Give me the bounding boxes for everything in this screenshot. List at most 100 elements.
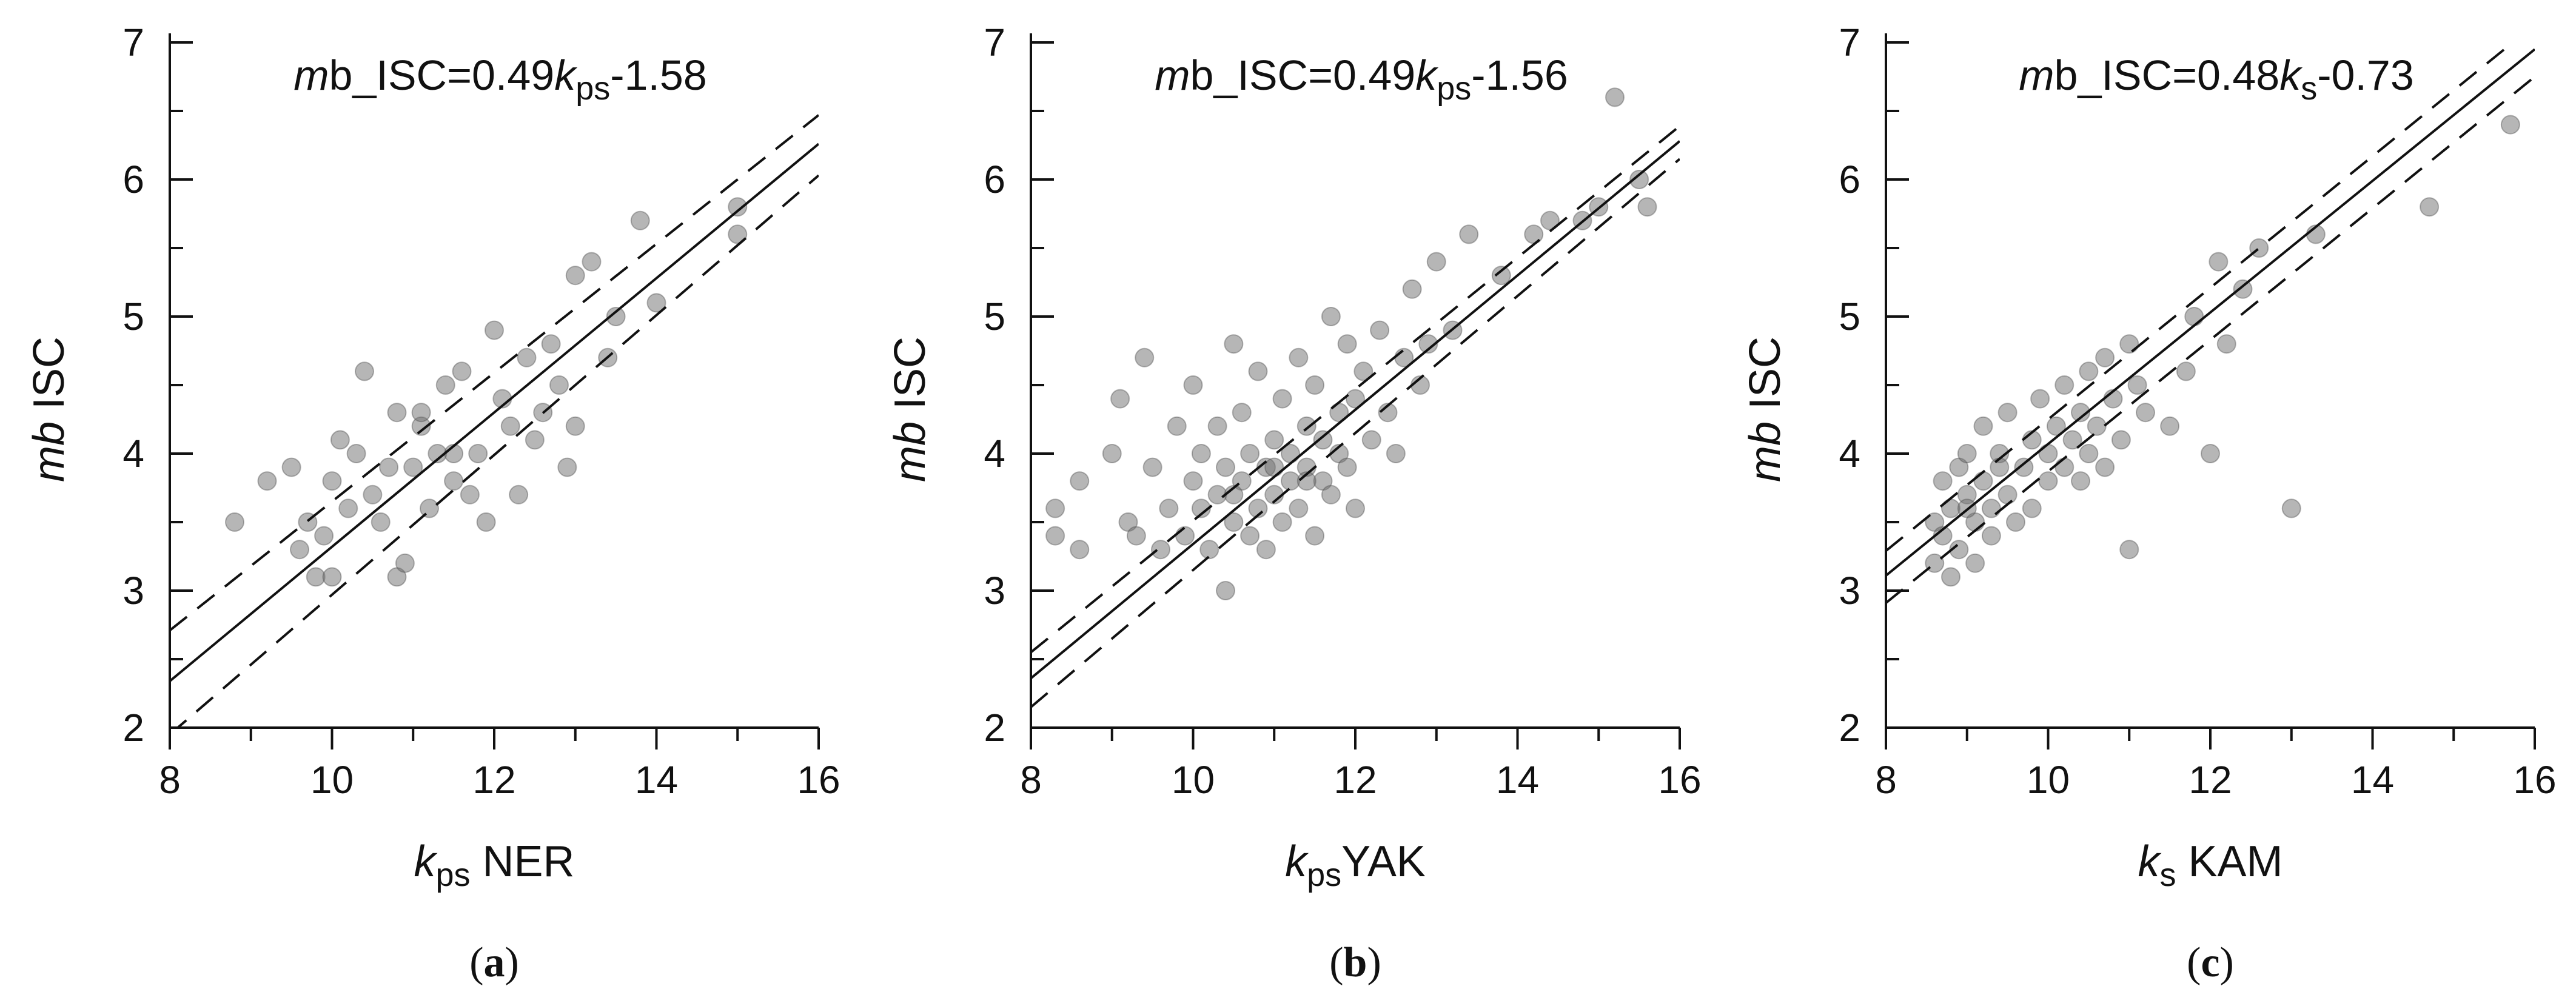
data-point <box>1981 526 2001 546</box>
y-tick-label: 7 <box>122 21 144 64</box>
data-point <box>1949 540 1969 560</box>
y-tick-label: 7 <box>984 21 1005 64</box>
data-point <box>2079 361 2099 381</box>
data-point <box>346 444 366 463</box>
data-point <box>1199 540 1219 560</box>
x-tick-label: 16 <box>2513 758 2556 802</box>
data-point <box>2071 471 2090 491</box>
data-point <box>1337 334 1357 354</box>
data-point <box>1361 430 1381 450</box>
data-point <box>1949 457 1969 477</box>
data-point <box>1167 416 1187 436</box>
y-tick-label: 5 <box>984 295 1005 338</box>
data-point <box>500 416 520 436</box>
data-point <box>2006 512 2025 532</box>
data-point <box>1102 444 1122 463</box>
data-point <box>549 375 569 395</box>
regression-equation: mb_ISC=0.49kps-1.58 <box>293 52 707 107</box>
y-tick-label: 2 <box>122 706 144 749</box>
data-point <box>257 471 277 491</box>
data-point <box>1337 457 1357 477</box>
data-point <box>1118 512 1138 532</box>
data-point <box>1272 512 1292 532</box>
regression-equation: mb_ISC=0.48ks-0.73 <box>2019 52 2414 107</box>
data-point <box>1426 252 1446 272</box>
x-tick-label: 10 <box>2027 758 2070 802</box>
data-point <box>1183 375 1203 395</box>
data-point <box>1256 540 1276 560</box>
data-point <box>485 320 504 340</box>
data-point <box>2071 403 2090 423</box>
data-point <box>1418 334 1438 354</box>
lower-confidence-line <box>176 174 819 728</box>
x-tick-label: 16 <box>1658 758 1701 802</box>
data-point <box>306 567 326 587</box>
data-point <box>452 361 472 381</box>
data-point <box>1045 526 1065 546</box>
x-tick-label: 16 <box>797 758 840 802</box>
lower-confidence-line <box>1031 158 1680 708</box>
y-tick-label: 3 <box>984 569 1005 612</box>
y-axis-title: mb ISC <box>1741 337 1789 482</box>
data-point <box>1459 224 1479 244</box>
data-point <box>1605 87 1625 107</box>
data-point <box>2054 457 2075 477</box>
data-point <box>1070 540 1090 560</box>
data-point <box>2054 375 2075 395</box>
data-point <box>1264 457 1284 477</box>
fit-lines <box>1886 42 2535 604</box>
data-point <box>1997 403 2018 423</box>
data-point <box>322 471 342 491</box>
data-points <box>1045 87 1657 600</box>
data-point <box>355 361 374 381</box>
data-point <box>1183 471 1203 491</box>
upper-confidence-line <box>1886 42 2515 552</box>
data-point <box>1957 444 1977 463</box>
data-point <box>509 485 529 505</box>
data-point <box>1346 498 1365 518</box>
x-tick-label: 14 <box>2351 758 2394 802</box>
data-point <box>1973 416 1993 436</box>
data-point <box>1370 320 1390 340</box>
data-point <box>2038 444 2058 463</box>
data-point <box>565 416 585 436</box>
data-point <box>2095 347 2115 367</box>
data-point <box>1540 210 1560 230</box>
data-point <box>1151 540 1170 560</box>
y-tick-label: 4 <box>1839 432 1860 475</box>
regression-line <box>170 143 819 682</box>
data-point <box>2216 334 2236 354</box>
data-point <box>517 347 537 367</box>
data-point <box>541 334 561 354</box>
data-point <box>371 512 391 532</box>
data-point <box>1281 471 1300 491</box>
data-point <box>1142 457 1162 477</box>
y-tick-label: 3 <box>122 569 144 612</box>
data-point <box>281 457 301 477</box>
data-point <box>1289 347 1309 367</box>
data-point <box>630 210 650 230</box>
x-axis-title: ks KAM <box>2138 837 2283 893</box>
data-point <box>330 430 350 450</box>
data-point <box>2281 498 2301 518</box>
data-point <box>1216 457 1235 477</box>
data-point <box>2038 471 2058 491</box>
data-point <box>1070 471 1090 491</box>
data-point <box>728 224 748 244</box>
y-tick-label: 7 <box>1839 21 1860 64</box>
data-point <box>2046 416 2066 436</box>
data-point <box>646 293 666 313</box>
data-point <box>322 567 342 587</box>
data-point <box>2111 430 2131 450</box>
data-point <box>1321 307 1341 326</box>
data-point <box>2022 498 2042 518</box>
data-point <box>379 457 399 477</box>
data-point <box>1289 498 1309 518</box>
x-tick-label: 14 <box>635 758 678 802</box>
data-point <box>314 526 334 546</box>
data-point <box>2176 361 2196 381</box>
data-point <box>444 471 464 491</box>
data-point <box>225 512 244 532</box>
regression-line <box>1031 140 1680 680</box>
data-point <box>1491 266 1511 286</box>
